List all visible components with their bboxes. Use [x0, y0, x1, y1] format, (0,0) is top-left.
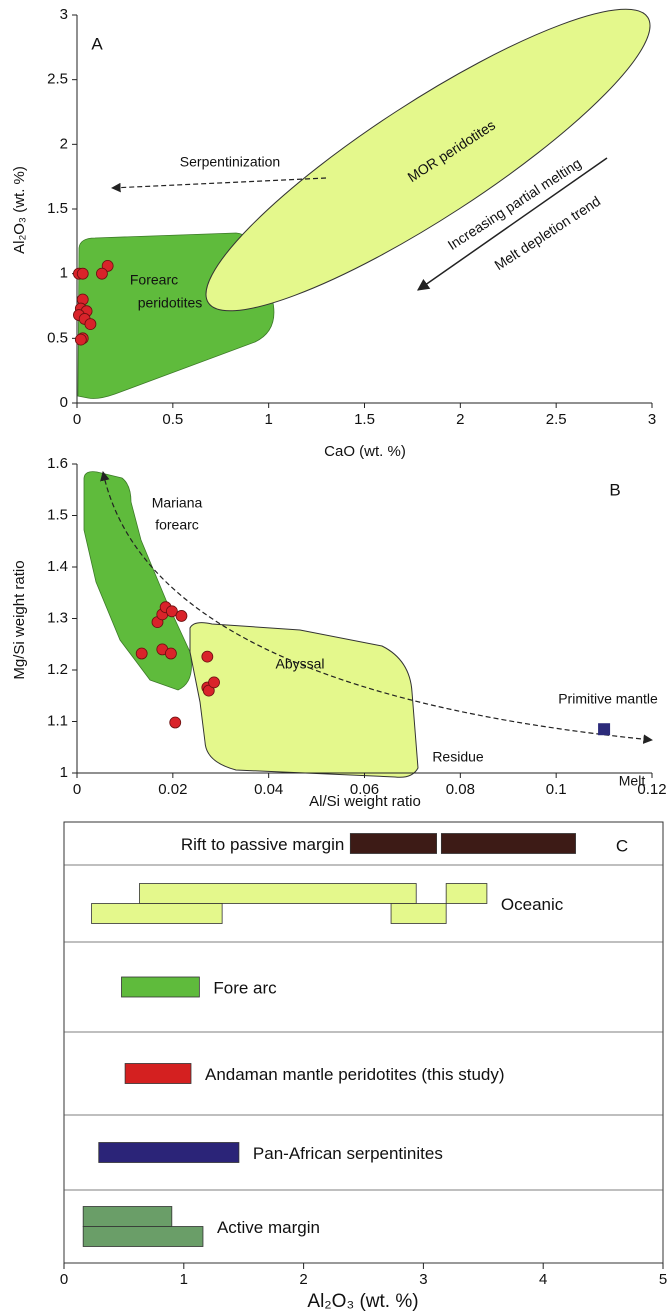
y-tick-label: 3 — [60, 6, 68, 23]
y-tick-label: 2.5 — [47, 71, 68, 88]
range-bar — [124, 1063, 192, 1084]
series-label: Rift to passive margin — [181, 835, 344, 854]
mor-region — [205, 8, 651, 312]
y-tick-label: 1.5 — [47, 506, 68, 523]
x-tick-label: 0.08 — [446, 781, 475, 798]
x-tick-label: 0 — [73, 411, 81, 428]
panel-label: B — [609, 480, 620, 499]
x-axis-label: Al₂O₃ (wt. %) — [307, 1291, 418, 1312]
x-tick-label: 1.5 — [354, 411, 375, 428]
annotation: Forearc — [130, 272, 178, 288]
series-label: Primitive mantle — [558, 691, 658, 707]
x-tick-label: 3 — [419, 1271, 427, 1288]
abyssal-region — [189, 622, 419, 778]
x-axis-label: CaO (wt. %) — [324, 443, 406, 460]
series-label: Active margin — [217, 1218, 320, 1237]
series-label: Pan-African serpentinites — [253, 1144, 443, 1163]
x-tick-label: 3 — [648, 411, 656, 428]
x-tick-label: 0.5 — [162, 411, 183, 428]
range-bar — [91, 903, 223, 924]
x-tick-label: 2 — [299, 1271, 307, 1288]
x-tick-label: 0 — [73, 781, 81, 798]
point — [84, 318, 97, 331]
range-bar — [82, 1206, 173, 1227]
point — [96, 267, 108, 280]
point — [135, 647, 148, 660]
y-tick-label: 1.2 — [47, 661, 68, 678]
melt-depletion-arrow — [417, 157, 608, 291]
y-tick-label: 0.5 — [47, 329, 68, 346]
x-tick-label: 1 — [264, 411, 272, 428]
point — [165, 647, 177, 660]
annotation: Serpentinization — [180, 154, 280, 170]
x-axis-label: Al/Si weight ratio — [309, 793, 421, 810]
x-tick-label: 1 — [180, 1271, 188, 1288]
y-axis-label: Al₂O₃ (wt. %) — [11, 166, 28, 254]
x-tick-label: 0.12 — [637, 781, 666, 798]
y-tick-label: 2 — [60, 135, 68, 152]
range-bar — [121, 976, 200, 998]
x-tick-label: 0 — [60, 1271, 68, 1288]
series-label: Fore arc — [213, 978, 277, 997]
annotation: peridotites — [138, 295, 203, 311]
annotation: Abyssal — [275, 656, 324, 672]
point — [169, 716, 182, 729]
point — [175, 610, 188, 622]
series-label: Oceanic — [501, 895, 564, 914]
point — [74, 333, 87, 346]
x-tick-label: 5 — [659, 1271, 667, 1288]
point — [208, 676, 220, 689]
y-tick-label: 1 — [60, 764, 68, 781]
y-tick-label: 0 — [60, 394, 68, 411]
y-axis-label: Mg/Si weight ratio — [11, 560, 28, 679]
point — [201, 650, 214, 663]
panel-b: 0 0.02 0.04 0.06 0.08 0.1 0.12 1 1.1 1.2 1.3 1.4 1.5… — [11, 455, 667, 810]
x-tick-label: 0.02 — [158, 781, 187, 798]
y-tick-label: 1.5 — [47, 200, 68, 217]
annotation: Mariana — [152, 495, 203, 511]
panel-c: 0 1 2 3 4 5 Al₂O₃ (wt. %) C Rift to passive marg… — [60, 833, 667, 1312]
annotation: Melt — [619, 773, 646, 789]
point — [76, 267, 89, 280]
range-bar — [139, 883, 417, 904]
x-tick-label: 0.1 — [546, 781, 567, 798]
range-bar — [349, 833, 437, 854]
x-tick-label: 2.5 — [546, 411, 567, 428]
y-tick-label: 1.3 — [47, 609, 68, 626]
panel-c-frame — [63, 821, 664, 1264]
x-tick-label: 4 — [539, 1271, 547, 1288]
range-bar — [445, 883, 488, 904]
y-tick-label: 1.4 — [47, 558, 68, 575]
x-tick-label: 0.06 — [350, 781, 379, 798]
y-tick-label: 1.6 — [47, 455, 68, 472]
range-bar — [82, 1226, 204, 1247]
panel-label: C — [616, 836, 628, 855]
point — [202, 684, 215, 697]
y-tick-label: 1.1 — [47, 712, 68, 729]
x-tick-label: 0.04 — [254, 781, 283, 798]
point — [165, 605, 178, 618]
annotation: forearc — [155, 517, 199, 533]
residue-trend-arrow — [100, 471, 653, 744]
annotation: Residue — [432, 749, 484, 765]
y-tick-label: 1 — [60, 265, 68, 282]
point — [598, 723, 611, 736]
range-bar — [98, 1142, 240, 1163]
range-bar — [390, 903, 447, 924]
x-tick-label: 2 — [456, 411, 464, 428]
series-label: Andaman mantle peridotites (this study) — [205, 1065, 505, 1084]
range-bar — [440, 833, 576, 854]
panel-label: A — [91, 34, 103, 53]
serpentinization-arrow — [111, 177, 327, 193]
